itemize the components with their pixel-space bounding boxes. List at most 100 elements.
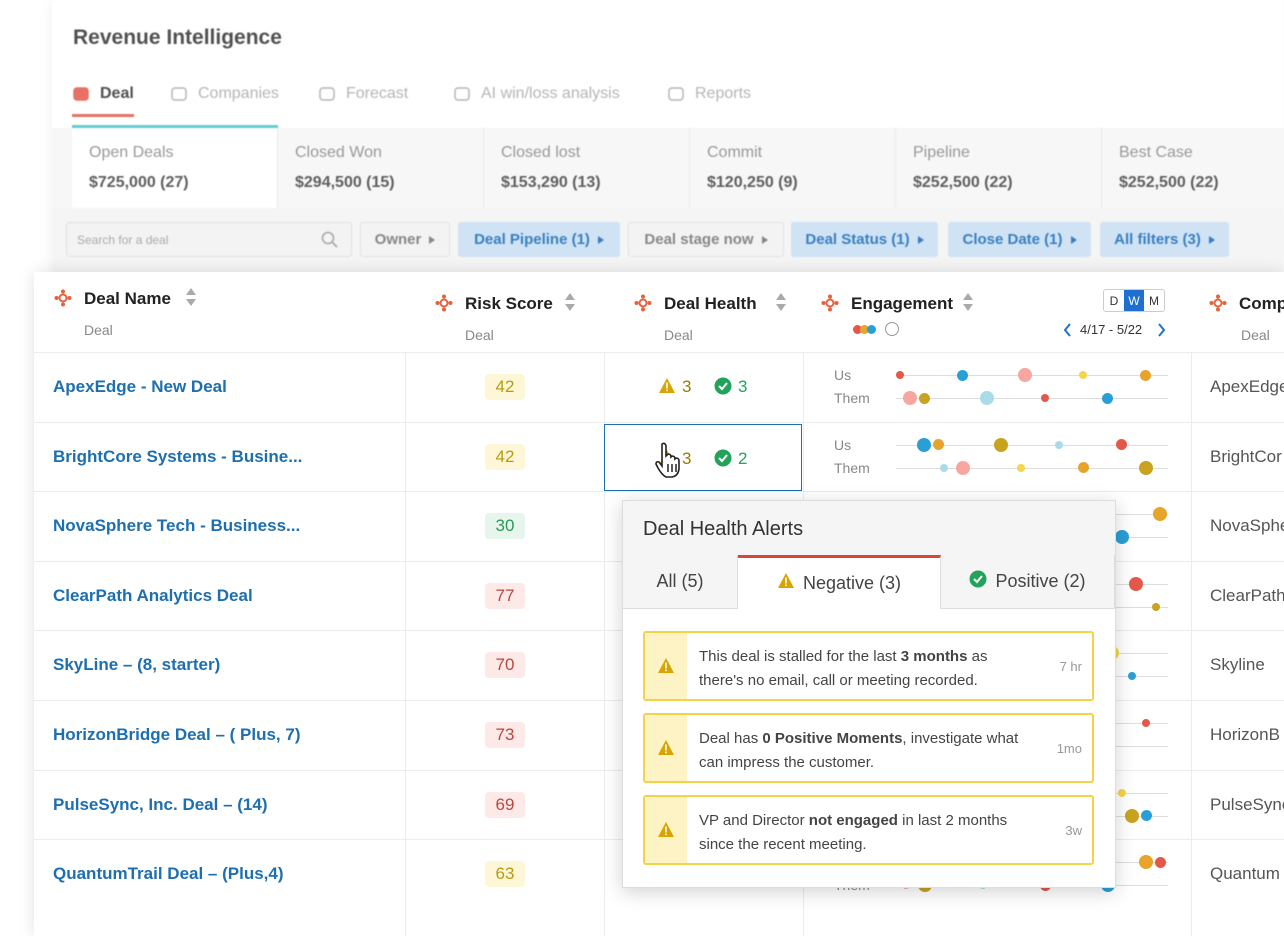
tab-label: AI win/loss analysis — [481, 85, 620, 102]
engagement-dot — [1102, 392, 1113, 404]
summary-value: $725,000 (27) — [89, 174, 189, 191]
popup-tab[interactable]: Negative (3) — [738, 555, 941, 609]
filter-button[interactable]: Owner — [360, 222, 450, 257]
column-title: Risk Score — [465, 294, 553, 313]
filter-label: Close Date (1) — [962, 231, 1063, 248]
sort-icon — [776, 293, 786, 316]
risk-score: 73 — [485, 722, 525, 748]
summary-label: Open Deals — [89, 144, 174, 161]
legend-dot — [853, 325, 862, 334]
risk-score: 42 — [485, 443, 525, 470]
deal-name[interactable]: PulseSync, Inc. Deal – (14) — [53, 794, 268, 814]
engagement-dot — [1128, 672, 1136, 681]
deal-name[interactable]: BrightCore Systems - Busine... — [53, 446, 303, 466]
summary-value: $252,500 (22) — [1119, 174, 1219, 191]
period-option[interactable]: W — [1124, 290, 1144, 311]
table-row[interactable]: BrightCore Systems - Busine... 42 3 2 Us Them… — [34, 421, 1284, 492]
filter-button[interactable]: Deal Pipeline (1) — [458, 222, 620, 257]
table-row[interactable]: ApexEdge - New Deal 42 3 3 Us Them ApexEdge — [34, 352, 1284, 422]
tab-icon-svg — [777, 573, 794, 588]
period-option[interactable]: M — [1149, 293, 1159, 308]
warning-icon — [658, 377, 676, 400]
next-arrow-svg — [1158, 323, 1166, 337]
alert-text-part: , investigate what can impress the custo… — [699, 730, 1019, 771]
engagement-dot — [1139, 855, 1153, 870]
positive-icon — [714, 377, 732, 400]
sort-icon-svg — [776, 293, 786, 311]
search-icon — [321, 231, 338, 248]
hubspot-icon-svg — [435, 294, 453, 312]
alert-emphasis: 3 months — [900, 648, 968, 665]
tab[interactable]: Reports — [667, 85, 751, 103]
warning-count: 3 — [682, 448, 692, 468]
hubspot-icon-svg — [634, 294, 652, 312]
engagement-dot — [1078, 462, 1089, 474]
summary-card[interactable]: Commit $120,250 (9) — [690, 128, 896, 208]
summary-card[interactable]: Open Deals $725,000 (27) — [72, 128, 278, 208]
summary-label: Closed Won — [295, 144, 382, 161]
tab-underline — [72, 114, 134, 117]
filter-caret — [1070, 235, 1077, 244]
deal-name[interactable]: QuantumTrail Deal – (Plus,4) — [53, 864, 284, 884]
alert-time: 1mo — [1056, 741, 1082, 756]
summary-card[interactable]: Closed lost $153,290 (13) — [484, 128, 690, 208]
tab[interactable]: Forecast — [318, 85, 408, 103]
sort-icon — [963, 293, 973, 316]
summary-card[interactable]: Closed Won $294,500 (15) — [278, 128, 484, 208]
engagement-dot — [957, 369, 968, 381]
engagement-dot — [1141, 810, 1152, 822]
tab-icon — [171, 87, 187, 101]
warning-icon-svg — [658, 658, 674, 673]
filter-button[interactable]: All filters (3) — [1100, 222, 1229, 257]
warning-icon-svg — [658, 822, 674, 837]
deal-name[interactable]: ApexEdge - New Deal — [53, 377, 227, 396]
summary-value: $120,250 (9) — [707, 174, 798, 191]
popup-tab[interactable]: Positive (2) — [941, 555, 1115, 609]
engagement-dot — [1125, 808, 1139, 823]
column-title: Deal Health — [664, 294, 757, 313]
warning-icon — [657, 739, 675, 762]
search-box[interactable]: Search for a deal — [66, 222, 352, 257]
summary-card[interactable]: Best Case $252,500 (22) — [1102, 128, 1284, 208]
hubspot-icon-svg — [821, 294, 839, 312]
popup-tab[interactable]: All (5) — [623, 555, 738, 609]
alert-text-part: VP and Director — [699, 812, 809, 829]
tab-icon — [454, 87, 470, 101]
deal-name[interactable]: ClearPath Analytics Deal — [53, 585, 253, 605]
hubspot-icon — [1209, 294, 1227, 317]
risk-score: 42 — [485, 374, 525, 400]
filter-button[interactable]: Deal stage now — [628, 222, 784, 257]
filter-label: Owner — [374, 231, 422, 248]
filter-button[interactable]: Deal Status (1) — [791, 222, 938, 257]
column-header: Risk Score Deal — [405, 272, 604, 352]
engagement-dot — [1152, 602, 1160, 611]
alert-emphasis: not engaged — [808, 812, 898, 829]
engagement-dot — [1079, 371, 1087, 379]
engagement-dot — [1153, 507, 1167, 522]
engagement-dot — [1142, 719, 1150, 727]
deal-name[interactable]: HorizonBridge Deal – ( Plus, 7) — [53, 725, 301, 744]
deal-name[interactable]: SkyLine – (8, starter) — [53, 655, 221, 675]
engagement-dot — [1017, 463, 1025, 472]
tab-icon-svg — [969, 570, 987, 588]
filter-button[interactable]: Close Date (1) — [948, 222, 1091, 257]
filter-caret — [597, 235, 604, 244]
engagement-dot — [1155, 856, 1166, 868]
filter-label: Deal Status (1) — [805, 231, 910, 248]
risk-score: 69 — [485, 791, 525, 818]
tab-icon — [73, 87, 89, 101]
timeline — [896, 467, 1168, 469]
deal-name[interactable]: NovaSphere Tech - Business... — [53, 516, 301, 536]
tab[interactable]: Companies — [170, 85, 279, 103]
tab[interactable]: AI win/loss analysis — [453, 85, 620, 103]
hubspot-icon — [435, 294, 453, 317]
engagement-dot — [1018, 368, 1032, 382]
tab[interactable]: Deal — [72, 85, 134, 103]
period-option[interactable]: D — [1109, 293, 1119, 308]
alert-text: This deal is stalled for the last 3 mont… — [699, 645, 1029, 693]
summary-card[interactable]: Pipeline $252,500 (22) — [896, 128, 1102, 208]
legend-dot — [860, 325, 869, 334]
